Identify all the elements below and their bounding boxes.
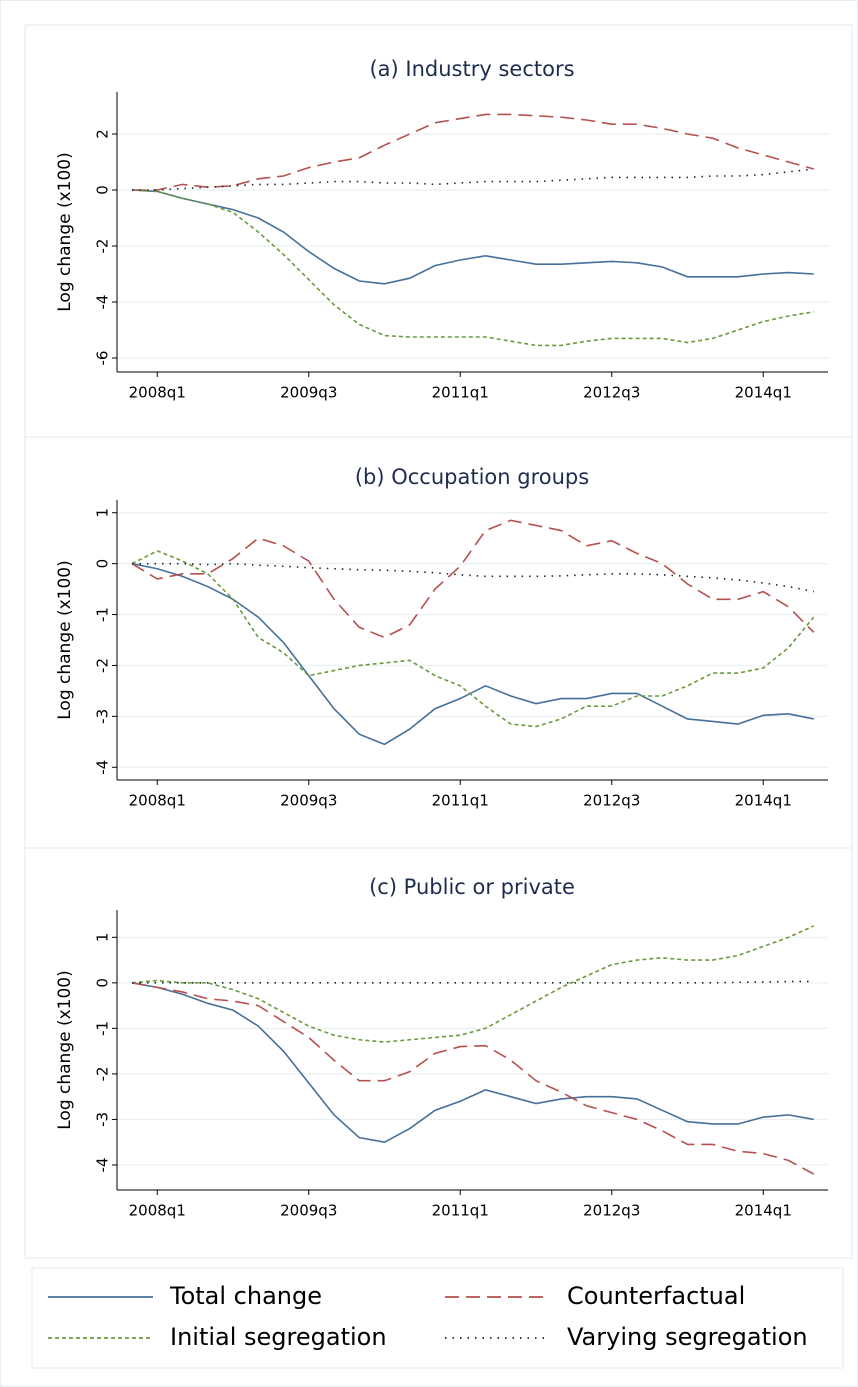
panel-title: (a) Industry sectors (369, 57, 574, 81)
y-tick-label: 0 (94, 185, 112, 195)
y-tick-label: -4 (94, 295, 112, 310)
x-tick-label: 2009q3 (280, 1202, 337, 1220)
panel-title: (c) Public or private (369, 875, 575, 899)
y-tick-label: -3 (94, 1112, 112, 1127)
legend-label: Varying segregation (567, 1323, 808, 1351)
y-tick-label: -3 (94, 709, 112, 724)
y-tick-label: -2 (94, 239, 112, 254)
x-tick-label: 2012q3 (583, 1202, 640, 1220)
y-axis-title: Log change (x100) (55, 560, 75, 720)
y-tick-label: 1 (94, 508, 112, 518)
series-line (131, 189, 814, 347)
y-tick-label: -1 (94, 607, 112, 622)
series-line (132, 168, 814, 191)
series-line (132, 113, 814, 191)
x-tick-label: 2009q3 (280, 792, 337, 810)
y-tick-label: -2 (94, 658, 112, 673)
x-tick-label: 2011q1 (432, 792, 489, 810)
x-tick-label: 2011q1 (432, 384, 489, 402)
legend-label: Total change (169, 1282, 322, 1310)
y-axis-title: Log change (x100) (55, 970, 75, 1130)
x-tick-label: 2014q1 (735, 384, 792, 402)
series-line (131, 982, 814, 1144)
legend-label: Initial segregation (170, 1323, 387, 1351)
series-line (131, 982, 815, 1175)
series-line (132, 980, 814, 984)
x-tick-label: 2009q3 (280, 384, 337, 402)
y-tick-label: -4 (94, 760, 112, 775)
series-line (132, 562, 814, 593)
series-line (131, 519, 815, 639)
x-tick-label: 2012q3 (583, 384, 640, 402)
x-tick-label: 2011q1 (432, 1202, 489, 1220)
y-tick-label: -6 (94, 351, 112, 366)
x-tick-label: 2014q1 (735, 1202, 792, 1220)
x-tick-label: 2008q1 (129, 792, 186, 810)
series-line (131, 562, 814, 746)
series-line (131, 189, 814, 285)
panel-frame (24, 24, 853, 438)
series-line (131, 925, 815, 1043)
x-tick-label: 2008q1 (129, 1202, 186, 1220)
x-tick-label: 2012q3 (583, 792, 640, 810)
y-tick-label: 2 (94, 129, 112, 139)
panel-frame (24, 436, 853, 849)
y-axis-title: Log change (x100) (55, 152, 75, 312)
legend: Total change Counterfactual Initial segreg… (48, 1282, 808, 1351)
y-tick-label: 0 (94, 559, 112, 569)
panel-title: (b) Occupation groups (355, 465, 589, 489)
x-tick-label: 2008q1 (129, 384, 186, 402)
y-tick-label: -2 (94, 1066, 112, 1081)
x-tick-label: 2014q1 (735, 792, 792, 810)
series-line (131, 550, 815, 728)
legend-frame (31, 1267, 844, 1369)
y-tick-label: 0 (94, 978, 112, 988)
y-tick-label: 1 (94, 933, 112, 943)
plots: (a) Industry sectors Log change (x100) -6 -… (55, 57, 828, 1220)
y-tick-label: -1 (94, 1021, 112, 1036)
y-tick-label: -4 (94, 1157, 112, 1172)
legend-label: Counterfactual (567, 1282, 745, 1310)
